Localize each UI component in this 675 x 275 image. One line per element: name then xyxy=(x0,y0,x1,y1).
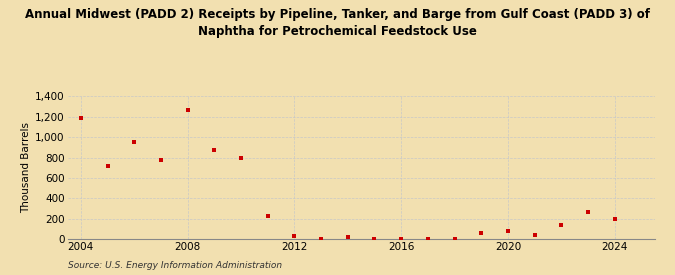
Text: Source: U.S. Energy Information Administration: Source: U.S. Energy Information Administ… xyxy=(68,260,281,270)
Point xyxy=(182,108,193,112)
Point xyxy=(76,116,86,120)
Point xyxy=(556,223,567,227)
Point xyxy=(449,236,460,241)
Point xyxy=(396,236,406,241)
Point xyxy=(209,148,220,153)
Point xyxy=(369,236,380,241)
Point xyxy=(129,140,140,144)
Point xyxy=(263,214,273,218)
Point xyxy=(155,157,166,162)
Point xyxy=(476,231,487,235)
Text: Annual Midwest (PADD 2) Receipts by Pipeline, Tanker, and Barge from Gulf Coast : Annual Midwest (PADD 2) Receipts by Pipe… xyxy=(25,8,650,38)
Point xyxy=(583,210,593,214)
Point xyxy=(342,235,353,239)
Point xyxy=(102,164,113,168)
Point xyxy=(316,236,327,241)
Point xyxy=(423,236,433,241)
Point xyxy=(289,233,300,238)
Point xyxy=(529,233,540,237)
Point xyxy=(610,217,620,221)
Point xyxy=(236,155,246,160)
Y-axis label: Thousand Barrels: Thousand Barrels xyxy=(21,122,31,213)
Point xyxy=(502,229,513,233)
